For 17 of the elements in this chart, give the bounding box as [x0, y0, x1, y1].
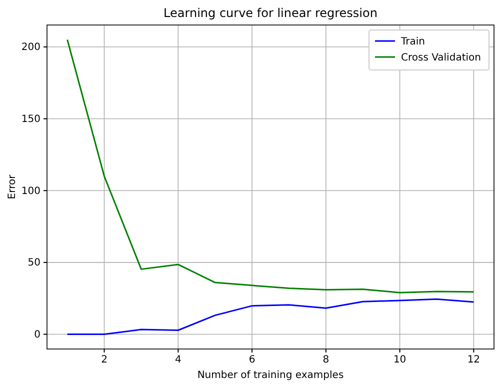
y-tick-label: 100	[21, 186, 40, 197]
y-tick-label: 0	[34, 329, 40, 340]
x-tick-label: 2	[101, 354, 108, 366]
x-tick-label: 4	[174, 354, 182, 366]
line-series	[66, 298, 474, 336]
chart-title: Learning curve for linear regression	[164, 6, 378, 20]
x-axis-title: Number of training examples	[197, 370, 344, 381]
x-tick-label: 6	[248, 354, 256, 366]
y-tick-label: 50	[28, 258, 40, 269]
y-tick-label: 150	[21, 114, 40, 125]
y-axis-title: Error	[7, 174, 18, 200]
legend-label: Train	[400, 36, 425, 48]
y-tick-label: 200	[21, 42, 40, 54]
legend-label: Cross Validation	[401, 52, 481, 64]
x-tick-label: 10	[393, 354, 406, 366]
x-tick-label: 8	[322, 354, 330, 366]
x-tick-label: 12	[467, 354, 480, 366]
